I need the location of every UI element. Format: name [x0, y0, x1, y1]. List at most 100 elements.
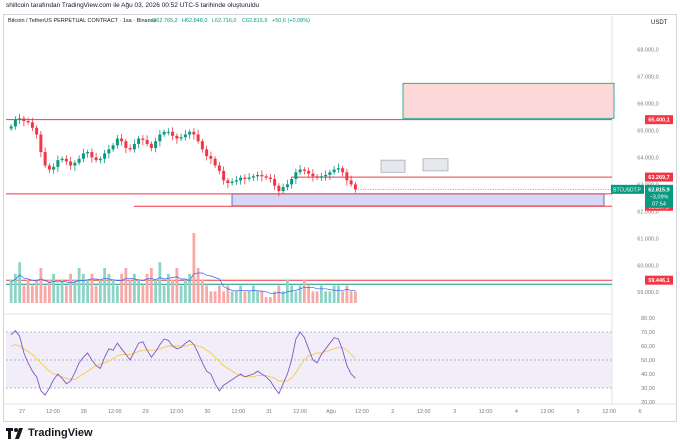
candle-body [35, 127, 39, 135]
candle-body [13, 119, 17, 127]
volume-bar [179, 285, 183, 303]
last-change-label: −3,09% [650, 194, 669, 200]
time-tick-label: 12:00 [46, 409, 60, 415]
volume-bar [319, 285, 323, 303]
candle-body [175, 135, 179, 139]
volume-bar [43, 285, 47, 303]
volume-bar [196, 268, 200, 303]
volume-bar [158, 262, 162, 303]
volume-bar [9, 279, 13, 303]
volume-bar [171, 279, 175, 303]
ohlc-open: O62.765,2 [152, 18, 178, 24]
rsi-tick-label: 70,00 [641, 330, 655, 336]
volume-bar [217, 285, 221, 303]
volume-bar [141, 285, 145, 303]
time-tick-label: 6 [638, 409, 641, 415]
candle-body [230, 181, 234, 184]
candle-body [353, 184, 357, 190]
candle-body [128, 147, 132, 150]
volume-bar [349, 291, 353, 303]
time-tick-label: Ağu [326, 409, 336, 415]
candle-body [77, 158, 81, 163]
time-tick-label: 28 [81, 409, 87, 415]
time-tick-label: 12:00 [231, 409, 245, 415]
highlight-box [422, 158, 449, 172]
volume-bar [298, 285, 302, 303]
volume-bar [264, 297, 268, 303]
volume-bar [120, 273, 124, 303]
candle-body [154, 141, 158, 148]
time-tick-label: 29 [143, 409, 149, 415]
candle-body [64, 158, 68, 162]
last-price-label: 62.815,9 [648, 187, 669, 193]
volume-ma-line [10, 272, 356, 294]
candle-body [285, 184, 289, 188]
volume-bar [260, 291, 264, 303]
currency-label: USDT [651, 20, 668, 26]
volume-bar [128, 279, 132, 303]
rsi-tick-label: 40,00 [641, 372, 655, 378]
candle-body [132, 143, 136, 150]
volume-bar [13, 273, 17, 303]
candle-body [290, 178, 294, 185]
ohlc-change: +50,6 (+0,08%) [272, 18, 310, 24]
candle-body [256, 174, 260, 177]
ohlc-high: H62.848,0 [182, 18, 207, 24]
candle-body [145, 139, 149, 144]
volume-bar [307, 285, 311, 303]
candle-body [141, 138, 145, 140]
price-tag [645, 172, 673, 182]
candle-countdown: 07:54 [652, 201, 666, 207]
volume-bar [222, 291, 226, 303]
candle-body [200, 141, 204, 150]
candle-body [69, 161, 73, 166]
price-tick-label: 62.000,0 [637, 209, 658, 215]
volume-bar [162, 285, 166, 303]
time-tick-label: 12:00 [293, 409, 307, 415]
time-tick-label: 12:00 [355, 409, 369, 415]
candle-body [324, 174, 328, 177]
volume-bar [56, 285, 60, 303]
price-tag [645, 275, 673, 285]
candle-body [149, 143, 153, 148]
candle-body [336, 168, 340, 170]
volume-bar [60, 279, 64, 303]
rsi-tick-label: 30,00 [641, 386, 655, 392]
volume-bar [64, 285, 68, 303]
price-tick-label: 68.000,0 [637, 48, 658, 54]
price-tick-label: 60.000,0 [637, 263, 658, 269]
rsi-ma-line [10, 344, 356, 382]
candle-body [311, 173, 315, 177]
candle-body [52, 166, 56, 170]
time-tick-label: 4 [515, 409, 518, 415]
volume-bar [345, 285, 349, 303]
time-tick-label: 12:00 [417, 409, 431, 415]
candle-body [111, 145, 115, 150]
candle-body [86, 152, 90, 154]
volume-bar [247, 291, 251, 303]
rsi-background [6, 332, 612, 388]
volume-bar [192, 233, 196, 303]
volume-bar [94, 285, 98, 303]
candle-body [60, 158, 64, 161]
price-tag-label: 63.269,7 [648, 175, 669, 181]
volume-bar [166, 273, 170, 303]
price-tick-label: 61.000,0 [637, 236, 658, 242]
volume-bar [69, 273, 73, 303]
top-caption-bar: shillcoin tarafından TradingView.com ile… [0, 0, 680, 14]
candle-body [39, 134, 43, 153]
tradingview-logo-icon [6, 426, 24, 440]
volume-bar [73, 279, 77, 303]
volume-bar [52, 273, 56, 303]
rsi-tick-label: 20,00 [641, 400, 655, 406]
candle-body [243, 177, 247, 179]
candle-body [73, 162, 77, 166]
candle-body [18, 118, 22, 120]
rsi-tick-label: 60,00 [641, 344, 655, 350]
candle-body [345, 172, 349, 181]
time-tick-label: 12:00 [540, 409, 554, 415]
price-tick-label: 64.000,0 [637, 155, 658, 161]
candle-body [22, 118, 26, 122]
price-tag-label: 65.400,1 [648, 118, 669, 124]
